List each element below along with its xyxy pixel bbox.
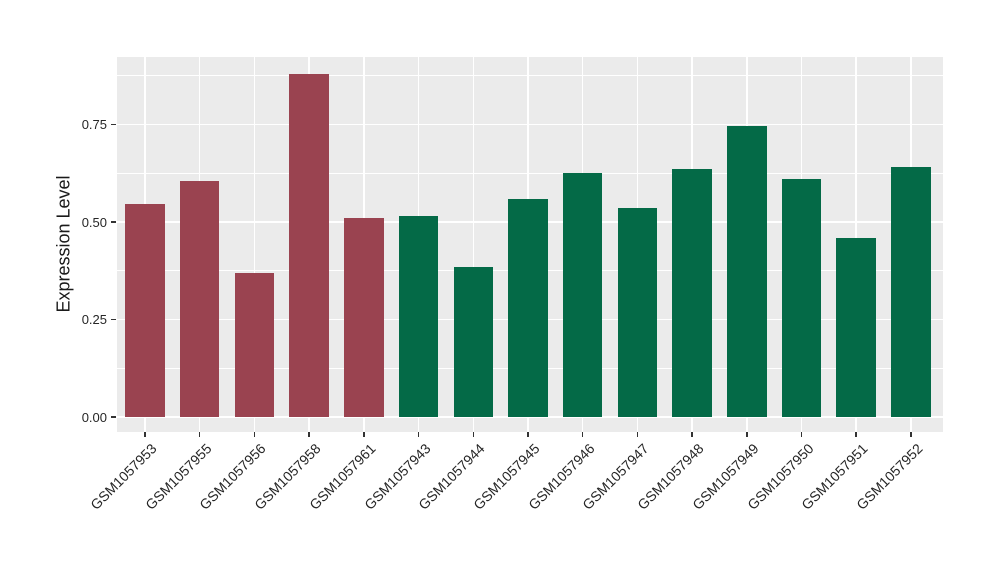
gridline-major-h bbox=[117, 416, 943, 418]
bar bbox=[562, 173, 603, 417]
bar bbox=[617, 208, 658, 417]
y-axis-tick-label: 0.50 bbox=[81, 214, 107, 230]
x-axis-tick bbox=[198, 432, 201, 437]
bar bbox=[289, 73, 329, 417]
y-axis-tick-label: 0.00 bbox=[81, 409, 107, 425]
x-axis-tick bbox=[800, 432, 803, 437]
gridline-minor-h bbox=[117, 172, 943, 174]
x-axis-tick bbox=[910, 432, 912, 437]
gridline-major-v bbox=[472, 57, 474, 432]
y-axis-tick bbox=[111, 318, 116, 321]
gridline-major-h bbox=[117, 123, 943, 126]
x-axis-tick bbox=[253, 432, 256, 437]
y-axis-tick bbox=[111, 123, 116, 126]
bar bbox=[344, 218, 384, 417]
bar bbox=[234, 272, 275, 417]
y-axis-tick bbox=[111, 416, 116, 418]
bar bbox=[836, 237, 876, 417]
x-axis-tick bbox=[472, 432, 474, 437]
bar bbox=[125, 204, 165, 417]
bar bbox=[727, 126, 767, 417]
bar bbox=[781, 179, 822, 417]
plot-area bbox=[117, 57, 943, 432]
x-axis-tick bbox=[855, 432, 857, 437]
bar bbox=[398, 216, 439, 417]
gridline-major-v bbox=[253, 57, 256, 432]
x-axis-tick bbox=[417, 432, 420, 437]
x-axis-tick bbox=[144, 432, 146, 437]
y-axis-tick-label: 0.75 bbox=[81, 117, 107, 132]
bar bbox=[179, 181, 220, 417]
y-axis-tick-label: 0.25 bbox=[81, 312, 107, 327]
x-axis-tick bbox=[527, 432, 529, 437]
x-axis-tick bbox=[691, 432, 693, 437]
y-axis-tick bbox=[111, 221, 116, 223]
x-axis-tick bbox=[308, 432, 310, 437]
bar bbox=[453, 266, 493, 417]
x-axis-tick bbox=[636, 432, 639, 437]
bar bbox=[508, 198, 548, 417]
x-axis-tick bbox=[363, 432, 365, 437]
bar bbox=[672, 169, 712, 417]
y-axis-title: Expression Level bbox=[53, 175, 74, 313]
x-axis-tick bbox=[746, 432, 748, 437]
bar bbox=[891, 167, 931, 417]
x-axis-tick bbox=[581, 432, 584, 437]
gridline-minor-h bbox=[117, 75, 943, 77]
